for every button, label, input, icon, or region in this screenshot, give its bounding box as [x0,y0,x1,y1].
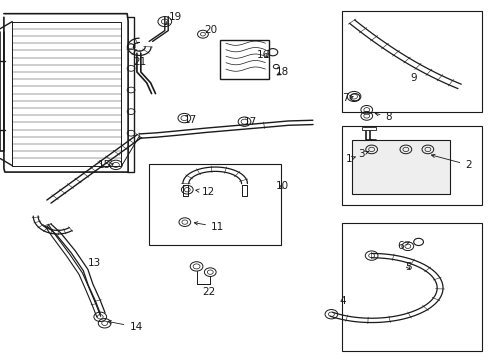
Bar [220,40,268,79]
Text: 17: 17 [183,115,197,125]
Text: 17: 17 [244,117,257,127]
Bar [149,164,281,245]
Text: 16: 16 [256,50,269,60]
Text: 18: 18 [275,67,289,77]
Text: 5: 5 [404,262,411,272]
Bar [342,126,481,205]
Text: 12: 12 [196,187,215,197]
Text: 3: 3 [358,149,367,159]
Text: 11: 11 [194,222,224,232]
Text: 8: 8 [374,112,391,122]
Bar [342,11,481,112]
Text: 13: 13 [87,258,101,268]
Text: 2: 2 [430,154,471,170]
Text: 20: 20 [204,24,217,35]
Text: 15: 15 [97,160,113,170]
Bar [342,223,481,351]
Text: 19: 19 [165,12,182,24]
Text: 1: 1 [345,154,354,165]
Text: 22: 22 [202,287,215,297]
Text: 14: 14 [107,320,142,332]
Text: 7: 7 [341,93,352,103]
Text: 10: 10 [275,181,288,192]
Bar [351,140,449,194]
Text: 6: 6 [397,240,409,251]
Bar [361,127,375,130]
Text: 9: 9 [409,73,416,84]
Text: 4: 4 [338,296,345,306]
Text: 21: 21 [133,57,147,67]
